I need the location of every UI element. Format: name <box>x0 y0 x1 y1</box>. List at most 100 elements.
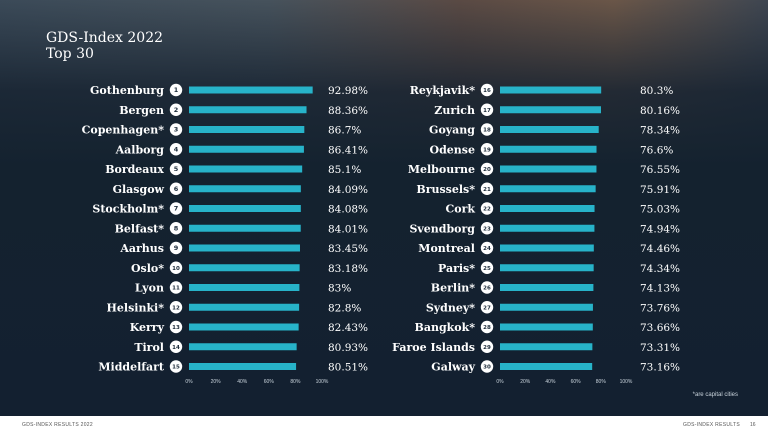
city-label: Copenhagen* <box>82 124 165 137</box>
rank-badge <box>480 123 494 136</box>
value-label: 92.98% <box>328 85 368 97</box>
rank-badge <box>480 83 494 97</box>
bar <box>500 264 594 272</box>
value-label: 73.31% <box>640 342 680 354</box>
city-label: Sydney* <box>426 301 475 314</box>
rank-number: 25 <box>483 266 491 272</box>
value-label: 74.34% <box>640 263 680 275</box>
rank-number: 6 <box>174 185 179 193</box>
rank-number: 5 <box>174 165 179 173</box>
value-label: 80.3% <box>640 85 673 97</box>
axis-tick-label: 60% <box>264 379 275 385</box>
bar <box>500 145 597 153</box>
bar <box>189 363 297 370</box>
rank-badge <box>169 360 183 373</box>
rank-number: 12 <box>172 305 180 311</box>
rank-badge <box>169 222 183 235</box>
bar <box>189 86 313 94</box>
bar <box>189 303 300 311</box>
bar <box>189 165 303 173</box>
rank-badge <box>169 301 183 314</box>
value-label: 74.94% <box>640 223 680 235</box>
axis-tick-label: 0% <box>185 379 193 385</box>
rank-number: 1 <box>174 86 179 94</box>
axis-tick-label: 20% <box>211 379 222 385</box>
value-label: 84.01% <box>328 223 368 235</box>
city-label: Brussels* <box>416 183 475 196</box>
value-label: 83.18% <box>328 263 368 275</box>
capital-footnote: *are capital cities <box>692 392 738 398</box>
value-label: 74.13% <box>640 283 680 295</box>
slide-background: GDS-Index 2022 Top 30 Gothenburg 1 92.98% B… <box>0 0 768 416</box>
city-label: Reykjavik* <box>410 84 475 97</box>
value-label: 73.66% <box>640 322 680 334</box>
bar <box>189 244 300 252</box>
rank-badge <box>480 182 494 195</box>
value-label: 84.09% <box>328 184 368 196</box>
bar <box>500 106 602 114</box>
rank-number: 30 <box>483 365 491 371</box>
bar <box>189 145 304 153</box>
value-label: 75.03% <box>640 204 680 216</box>
bar <box>500 205 595 212</box>
page-title: GDS-Index 2022 Top 30 <box>46 30 163 62</box>
bar <box>500 86 602 94</box>
bar <box>189 264 300 272</box>
rank-number: 20 <box>483 167 491 173</box>
bar <box>189 284 300 291</box>
city-label: Helsinki* <box>107 301 165 314</box>
axis-tick-label: 20% <box>520 379 531 385</box>
city-label: Aarhus <box>119 242 164 255</box>
value-label: 80.16% <box>640 105 680 117</box>
city-label: Cork <box>445 203 475 216</box>
city-label: Stockholm* <box>92 203 164 216</box>
ranking-chart: Gothenburg 1 92.98% Bergen 2 88.36% Copenhagen… <box>82 83 680 385</box>
value-label: 82.8% <box>328 302 361 314</box>
bar <box>500 284 594 291</box>
axis-tick-label: 80% <box>290 379 301 385</box>
rank-badge <box>169 182 183 195</box>
axis-tick-label: 40% <box>237 379 248 385</box>
city-label: Berlin* <box>431 282 475 295</box>
value-label: 76.6% <box>640 144 673 156</box>
rank-badge <box>169 103 183 116</box>
rank-number: 22 <box>483 207 491 213</box>
city-label: Bergen <box>119 104 164 117</box>
rank-badge <box>169 83 183 97</box>
rank-number: 14 <box>172 345 180 351</box>
subtitle-line: Top 30 <box>46 46 94 62</box>
rank-number: 10 <box>172 266 180 272</box>
rank-number: 27 <box>483 305 491 311</box>
value-label: 85.1% <box>328 164 361 176</box>
title-line: GDS-Index 2022 <box>46 30 164 46</box>
rank-badge <box>480 320 494 334</box>
bar <box>500 323 593 331</box>
rank-number: 21 <box>483 187 491 193</box>
rank-badge <box>480 261 494 274</box>
city-label: Kerry <box>130 321 165 334</box>
rank-badge <box>480 143 494 156</box>
city-label: Aalborg <box>115 143 165 156</box>
city-label: Odense <box>430 143 475 156</box>
rank-number: 8 <box>174 224 179 232</box>
city-label: Galway <box>431 361 475 374</box>
value-label: 80.51% <box>328 362 368 374</box>
axis-tick-label: 100% <box>620 379 633 385</box>
value-label: 84.08% <box>328 204 368 216</box>
value-label: 78.34% <box>640 125 680 137</box>
bar <box>500 126 599 133</box>
bar <box>189 106 307 114</box>
value-label: 73.76% <box>640 302 680 314</box>
city-label: Glasgow <box>113 183 165 196</box>
value-label: 73.16% <box>640 362 680 374</box>
page-footer: GDS-INDEX RESULTS 2022 GDS-INDEX RESULTS… <box>0 416 768 433</box>
rank-number: 11 <box>172 286 180 292</box>
city-label: Gothenburg <box>90 84 164 97</box>
axis-tick-label: 60% <box>571 379 582 385</box>
rank-badge <box>169 281 183 294</box>
rank-number: 9 <box>174 244 179 252</box>
axis-tick-label: 80% <box>596 379 607 385</box>
rank-badge <box>480 202 494 215</box>
rank-badge <box>480 162 494 176</box>
bar <box>500 363 593 370</box>
